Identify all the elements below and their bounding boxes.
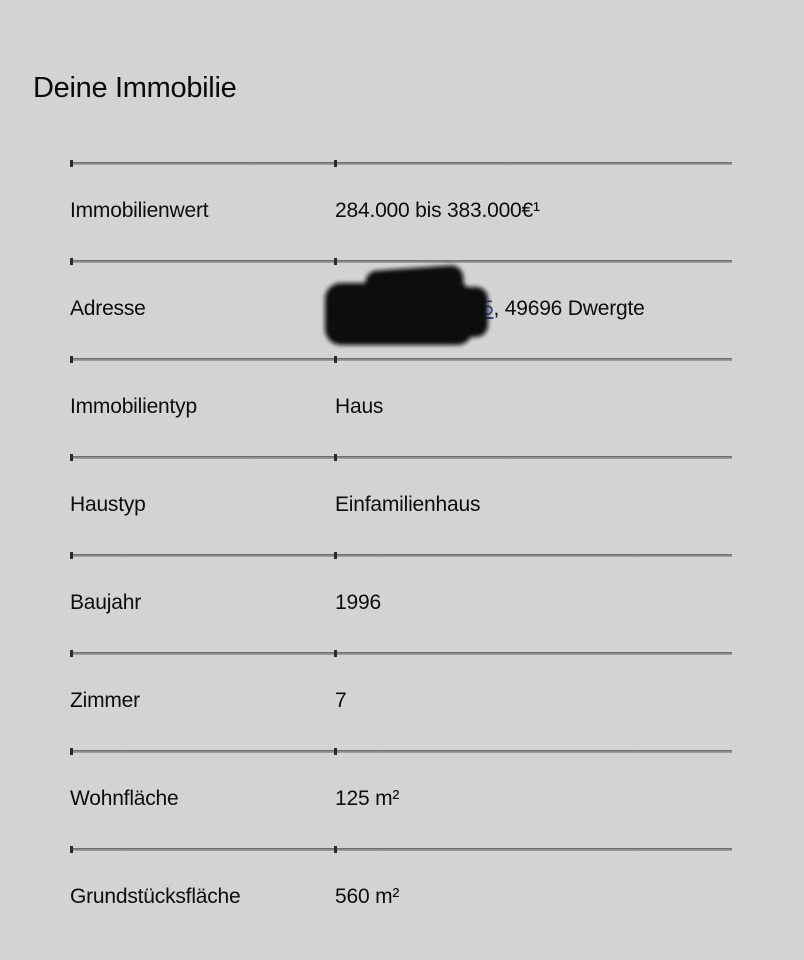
row-label: Immobilienwert — [70, 199, 209, 222]
row-value: 125 m² — [335, 787, 400, 810]
row-label: Baujahr — [70, 591, 141, 614]
divider-tick-middle — [334, 356, 337, 363]
divider-tick-left — [70, 748, 73, 755]
row-label: Zimmer — [70, 689, 140, 712]
row-divider — [70, 356, 732, 363]
address-redaction-blob — [324, 265, 488, 351]
row-divider — [70, 748, 732, 755]
property-row: Grundstücksfläche 560 m² — [70, 846, 732, 946]
property-row: Haustyp Einfamilienhaus — [70, 454, 732, 554]
row-divider — [70, 454, 732, 461]
address-rest-text: , 49696 Dwergte — [493, 297, 645, 320]
property-row: Adresse 5, 49696 Dwergte — [70, 258, 732, 358]
row-divider — [70, 258, 732, 265]
row-value: Einfamilienhaus — [335, 493, 481, 516]
divider-tick-middle — [334, 650, 337, 657]
row-label: Haustyp — [70, 493, 146, 516]
row-value: 284.000 bis 383.000€¹ — [335, 199, 540, 222]
row-value: 1996 — [335, 591, 381, 614]
divider-tick-middle — [334, 258, 337, 265]
divider-tick-middle — [334, 160, 337, 167]
row-label: Wohnfläche — [70, 787, 179, 810]
row-divider — [70, 552, 732, 559]
row-divider — [70, 160, 732, 167]
divider-tick-left — [70, 454, 73, 461]
property-row: Immobilientyp Haus — [70, 356, 732, 456]
row-label: Grundstücksfläche — [70, 885, 241, 908]
divider-tick-left — [70, 650, 73, 657]
property-row: Zimmer 7 — [70, 650, 732, 750]
divider-tick-left — [70, 258, 73, 265]
divider-tick-left — [70, 160, 73, 167]
divider-tick-middle — [334, 454, 337, 461]
divider-tick-left — [70, 356, 73, 363]
page-title: Deine Immobilie — [33, 72, 237, 104]
divider-tick-middle — [334, 846, 337, 853]
row-value: Haus — [335, 395, 384, 418]
row-label: Adresse — [70, 297, 146, 320]
divider-tick-middle — [334, 748, 337, 755]
row-value: 560 m² — [335, 885, 400, 908]
row-value: 7 — [335, 689, 347, 712]
property-row: Baujahr 1996 — [70, 552, 732, 652]
property-row: Immobilienwert 284.000 bis 383.000€¹ — [70, 160, 732, 260]
row-divider — [70, 650, 732, 657]
row-label: Immobilientyp — [70, 395, 197, 418]
property-row: Wohnfläche 125 m² — [70, 748, 732, 848]
divider-tick-left — [70, 846, 73, 853]
divider-tick-left — [70, 552, 73, 559]
redaction-blob-shape — [325, 265, 488, 345]
divider-tick-middle — [334, 552, 337, 559]
row-divider — [70, 846, 732, 853]
property-table: Immobilienwert 284.000 bis 383.000€¹ Adr… — [70, 160, 732, 946]
row-value: 5, 49696 Dwergte — [325, 265, 732, 351]
